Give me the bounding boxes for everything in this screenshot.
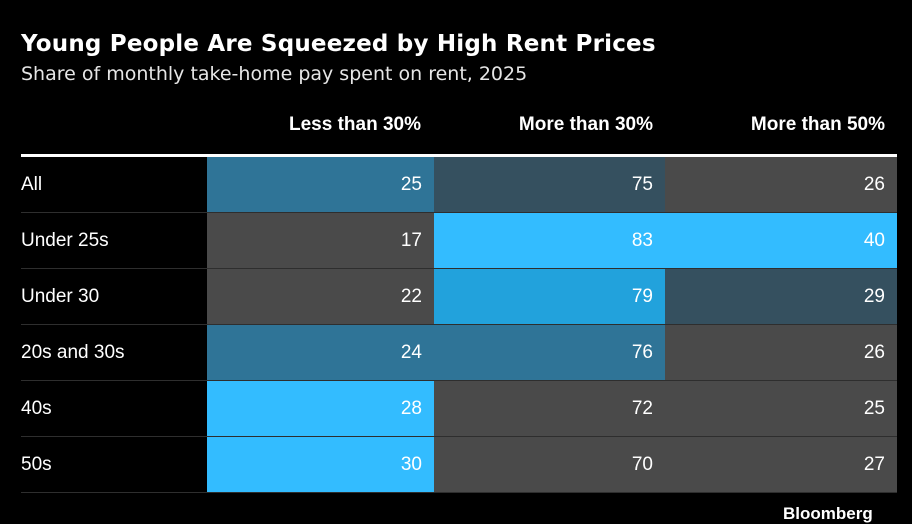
- bloomberg-logo: Bloomberg: [783, 504, 873, 523]
- table-cell: 30: [207, 437, 434, 492]
- table-cell: 27: [665, 437, 897, 492]
- table-cell: 24: [207, 325, 434, 380]
- row-label: All: [21, 174, 43, 195]
- table-cell: 26: [665, 325, 897, 380]
- table-cell: 26: [665, 157, 897, 212]
- column-header-less-than-30: Less than 30%: [289, 114, 421, 135]
- table-cell: 70: [434, 437, 665, 492]
- row-divider: [21, 436, 897, 437]
- row-label: Under 25s: [21, 230, 109, 251]
- table-cell: 25: [665, 381, 897, 436]
- row-divider: [21, 212, 897, 213]
- table-cell: 28: [207, 381, 434, 436]
- chart-subtitle: Share of monthly take-home pay spent on …: [21, 63, 528, 85]
- row-divider: [21, 380, 897, 381]
- table-cell: 83: [434, 213, 665, 268]
- column-header-more-than-50: More than 50%: [750, 114, 885, 135]
- table-cell: 72: [434, 381, 665, 436]
- chart-title: Young People Are Squeezed by High Rent P…: [21, 31, 656, 57]
- row-label: Under 30: [21, 286, 100, 307]
- table-cell: 29: [665, 269, 897, 324]
- row-divider: [21, 492, 897, 493]
- table-cell: 76: [434, 325, 665, 380]
- row-label: 50s: [21, 454, 52, 475]
- table-cell: 40: [665, 213, 897, 268]
- column-header-more-than-30: More than 30%: [518, 114, 653, 135]
- table-cell: 25: [207, 157, 434, 212]
- row-divider: [21, 268, 897, 269]
- row-label: 20s and 30s: [21, 342, 125, 363]
- row-label: 40s: [21, 398, 52, 419]
- header-rule: [21, 154, 897, 157]
- row-divider: [21, 324, 897, 325]
- table-cell: 22: [207, 269, 434, 324]
- table-cell: 75: [434, 157, 665, 212]
- table-cell: 79: [434, 269, 665, 324]
- table-cell: 17: [207, 213, 434, 268]
